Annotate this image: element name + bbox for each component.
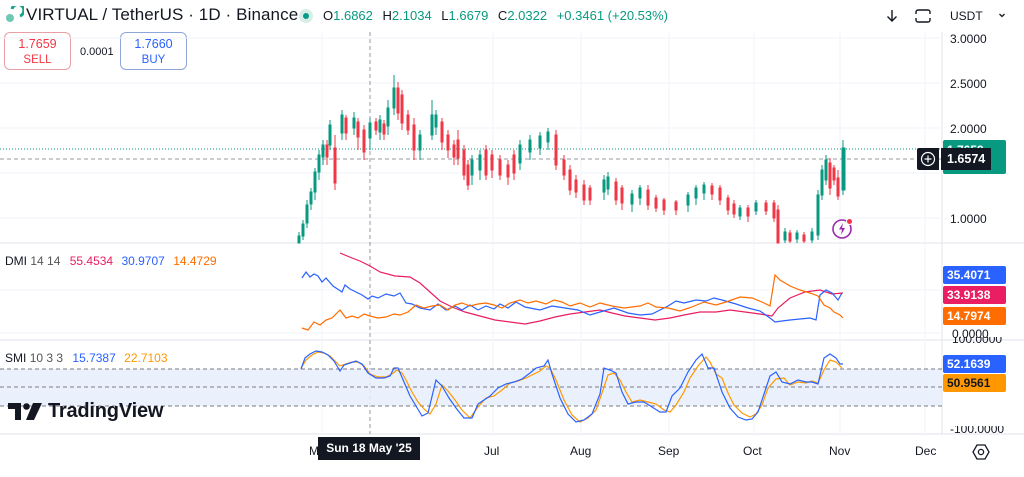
sell-label: SELL	[23, 54, 52, 66]
price-tick: 2.5000	[950, 77, 987, 91]
close-label: C	[497, 8, 508, 23]
vertical-gridlines	[321, 32, 926, 434]
low-value: 1.6679	[448, 8, 489, 23]
fullscreen-icon	[915, 9, 931, 23]
crosshair-price-value: 1.6574	[941, 148, 992, 170]
high-value: 2.1034	[391, 8, 432, 23]
chevron-down-icon	[999, 13, 1005, 18]
symbol-title[interactable]: VIRTUAL / TetherUS · 1D · Binance	[26, 5, 299, 24]
tradingview-logo[interactable]: TradingView	[8, 400, 163, 423]
time-label-jul: Jul	[484, 444, 500, 458]
time-label-aug: Aug	[570, 444, 592, 458]
dmi-adx-value: 55.4534	[69, 254, 114, 268]
tradingview-logo-text: TradingView	[48, 400, 164, 422]
sell-button[interactable]: 1.7659 SELL	[4, 32, 71, 70]
tradingview-logo-icon	[8, 402, 42, 420]
buy-price: 1.7660	[134, 37, 173, 51]
buy-button[interactable]: 1.7660 BUY	[120, 32, 187, 70]
chart-settings-icon[interactable]	[972, 443, 990, 461]
market-open-indicator	[299, 9, 313, 23]
crosshair-date-label: Sun 18 May '25	[318, 437, 420, 460]
smi-tag: 52.1639	[943, 355, 1006, 373]
add-alert-button[interactable]	[917, 148, 939, 170]
lightning-alert-icon[interactable]	[830, 216, 854, 240]
smi-axis-bottom: -100.0000	[950, 426, 1005, 434]
smi-lines	[300, 350, 843, 423]
ohlc-legend: O1.6862 H2.1034 L1.6679 C2.0322 +0.3461 …	[323, 8, 674, 23]
close-value: 2.0322	[507, 8, 548, 23]
smi-axis-top: 100.0000	[952, 337, 1003, 346]
dmi-adx-tag: 33.9138	[943, 286, 1006, 304]
time-label-nov: Nov	[829, 444, 851, 458]
price-tick: 2.0000	[950, 122, 987, 136]
time-label-sep: Sep	[658, 444, 680, 458]
smi-params: 10 3 3	[29, 351, 64, 365]
dmi-minus-di-tag: 14.7974	[943, 307, 1006, 325]
download-button[interactable]	[880, 5, 904, 27]
price-tick: 3.0000	[950, 32, 987, 46]
sell-price: 1.7659	[18, 37, 57, 51]
plus-circle-icon	[920, 151, 936, 167]
dmi-lines	[301, 252, 844, 331]
chart-header: VIRTUAL / TetherUS · 1D · Binance O1.686…	[0, 0, 1024, 32]
smi-name: SMI	[5, 351, 27, 365]
time-label-dec: Dec	[915, 444, 937, 458]
smi-signal-value: 22.7103	[124, 351, 168, 365]
buy-label: BUY	[141, 54, 166, 66]
arrow-down-icon	[887, 10, 897, 22]
change-value: +0.3461 (+20.53%)	[556, 8, 669, 23]
fullscreen-button[interactable]	[911, 5, 935, 27]
smi-value: 15.7387	[72, 351, 116, 365]
spread-value: 0.0001	[80, 46, 114, 58]
time-label-may: M	[309, 444, 319, 458]
open-value: 1.6862	[333, 8, 373, 23]
open-label: O	[323, 8, 334, 23]
time-label-oct: Oct	[743, 444, 762, 458]
crosshair-price-label[interactable]: 1.6574	[917, 148, 992, 170]
currency-value: USDT	[950, 9, 983, 23]
smi-signal-tag: 50.9561	[943, 374, 1006, 392]
smi-legend[interactable]: SMI 10 3 3 15.7387 22.7103	[5, 351, 168, 365]
dmi-plus-di-tag: 35.4071	[943, 266, 1006, 284]
high-label: H	[382, 8, 392, 23]
low-label: L	[441, 8, 449, 23]
dmi-axis-zero: 0.0000	[952, 327, 989, 341]
price-candles	[297, 75, 846, 244]
dmi-plus-di-value: 30.9707	[121, 254, 165, 268]
currency-select[interactable]: USDT	[946, 5, 1012, 27]
dmi-params: 14 14	[30, 254, 61, 268]
dmi-minus-di-value: 14.4729	[173, 254, 217, 268]
symbol-logo-icon	[6, 6, 24, 22]
dmi-legend[interactable]: DMI 14 14 55.4534 30.9707 14.4729	[5, 254, 217, 268]
price-tick: 1.0000	[950, 212, 987, 226]
dmi-name: DMI	[5, 254, 27, 268]
